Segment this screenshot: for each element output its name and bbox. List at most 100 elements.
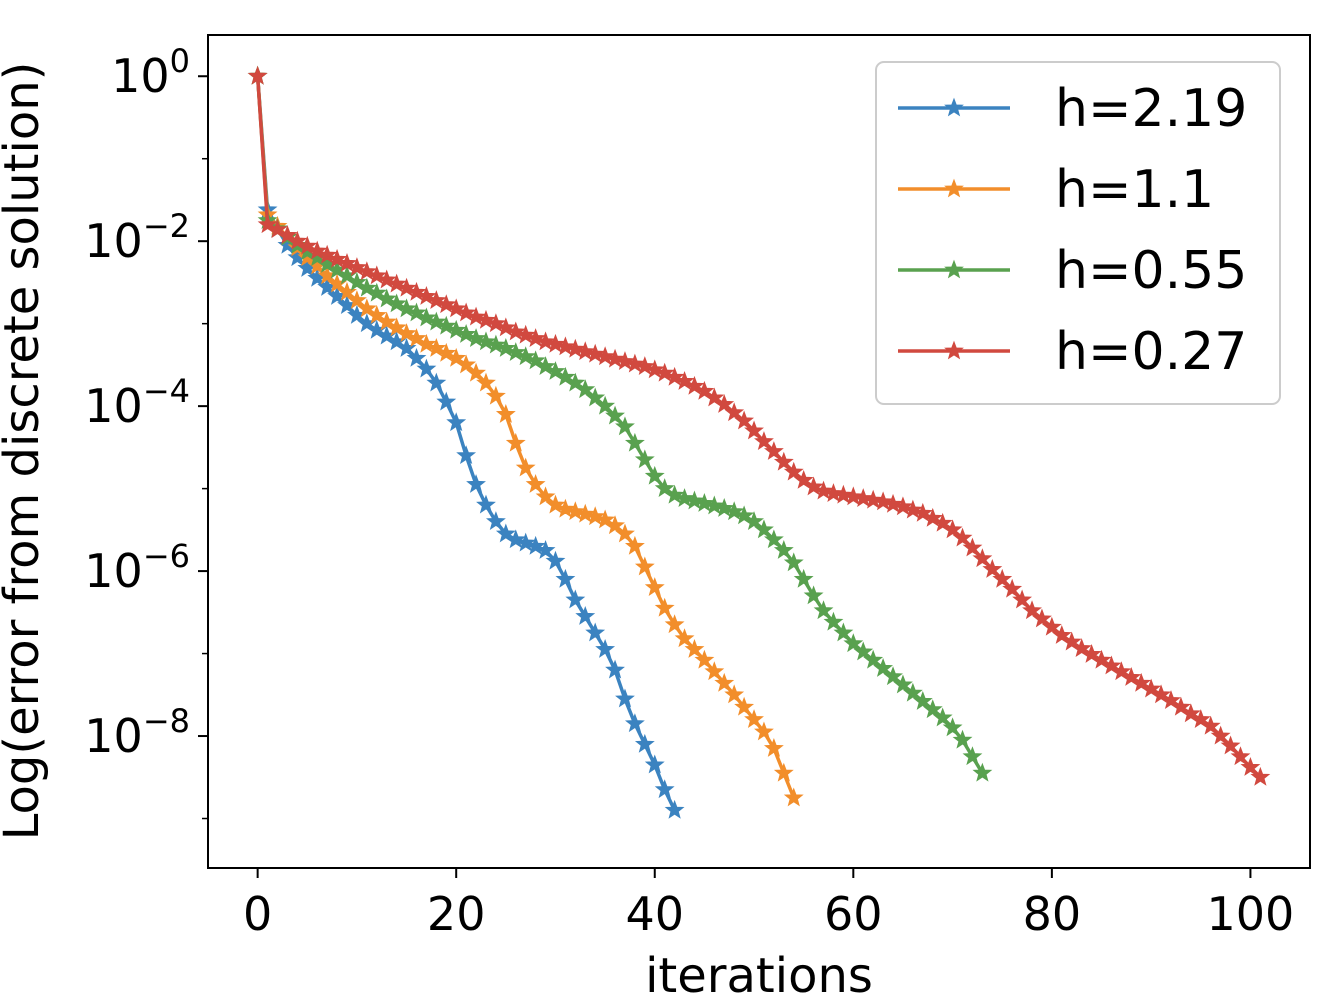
data-point <box>1071 638 1092 658</box>
data-point <box>912 502 933 522</box>
y-tick-label: 10−4 <box>84 372 190 433</box>
data-point <box>366 304 387 324</box>
data-point <box>515 324 536 344</box>
data-point <box>456 354 477 374</box>
data-point <box>912 690 933 710</box>
y-tick-label: 100 <box>111 42 190 103</box>
x-tick-label: 100 <box>1207 887 1295 941</box>
data-point <box>476 331 496 351</box>
x-tick-label: 60 <box>824 887 883 941</box>
data-point <box>624 535 645 555</box>
data-point <box>615 523 635 543</box>
data-point <box>833 484 854 504</box>
data-point <box>1111 661 1132 681</box>
data-point <box>1121 667 1142 686</box>
data-point <box>307 240 328 260</box>
data-point <box>565 372 586 392</box>
data-point <box>585 622 606 642</box>
data-point <box>466 306 486 326</box>
x-tick-label: 40 <box>625 887 684 941</box>
data-point <box>634 733 655 753</box>
data-point <box>654 362 675 382</box>
data-point <box>724 402 745 422</box>
data-point <box>684 490 705 510</box>
data-point <box>1161 690 1181 710</box>
legend-marker <box>944 97 964 117</box>
data-point <box>605 515 625 535</box>
data-point <box>704 495 725 515</box>
data-point <box>555 568 576 588</box>
data-point <box>485 334 506 354</box>
data-point <box>456 302 477 322</box>
data-point <box>793 568 814 588</box>
data-point <box>704 661 725 681</box>
data-point <box>476 309 496 329</box>
legend-label: h=1.1 <box>1055 160 1214 220</box>
data-point <box>664 484 685 504</box>
data-point <box>843 633 864 653</box>
data-point <box>714 672 735 692</box>
data-point <box>1230 746 1251 766</box>
data-point <box>277 224 298 244</box>
data-point <box>1180 703 1201 723</box>
data-point <box>773 762 794 782</box>
data-point <box>1091 649 1112 669</box>
data-point <box>1190 709 1211 728</box>
data-point <box>1101 655 1122 675</box>
legend-label: h=2.19 <box>1055 79 1247 139</box>
data-point <box>515 346 536 366</box>
data-point <box>803 476 824 496</box>
data-point <box>466 474 486 493</box>
data-point <box>565 501 586 521</box>
data-point <box>485 313 506 333</box>
data-point <box>1061 631 1082 651</box>
data-point <box>754 519 774 539</box>
data-point <box>734 410 755 430</box>
data-point <box>1081 643 1102 663</box>
data-point <box>545 550 566 570</box>
data-point <box>515 532 536 552</box>
data-point <box>535 540 556 559</box>
data-point <box>317 244 338 264</box>
data-point <box>337 253 357 272</box>
data-point <box>773 540 794 559</box>
data-point <box>436 342 457 362</box>
data-point <box>942 717 963 737</box>
data-point <box>525 328 546 347</box>
data-point <box>744 420 764 440</box>
data-point <box>347 257 367 277</box>
data-point <box>615 351 635 371</box>
data-point <box>545 494 566 514</box>
data-point <box>565 589 586 609</box>
data-point <box>783 552 804 572</box>
data-point <box>783 787 804 807</box>
data-point <box>684 639 705 658</box>
data-point <box>386 317 407 337</box>
legend-label: h=0.55 <box>1055 241 1247 301</box>
data-point <box>744 709 764 728</box>
series-layer <box>247 65 1271 819</box>
data-point <box>654 597 675 617</box>
data-point <box>267 219 288 239</box>
data-point <box>555 498 576 518</box>
data-point <box>1022 600 1042 620</box>
data-point <box>1200 715 1221 735</box>
data-point <box>595 395 616 415</box>
data-point <box>545 361 566 380</box>
data-point <box>972 548 993 568</box>
data-point <box>843 486 864 506</box>
data-point <box>952 729 973 749</box>
data-point <box>644 359 665 379</box>
data-point <box>347 272 367 291</box>
data-point <box>565 338 586 358</box>
data-point <box>932 707 953 727</box>
data-point <box>605 405 625 425</box>
data-point <box>694 649 715 669</box>
data-point <box>356 261 377 281</box>
data-point <box>644 577 665 597</box>
data-point <box>287 230 308 250</box>
data-point <box>734 505 755 525</box>
data-point <box>714 497 735 517</box>
data-point <box>495 337 516 357</box>
data-point <box>823 483 844 502</box>
